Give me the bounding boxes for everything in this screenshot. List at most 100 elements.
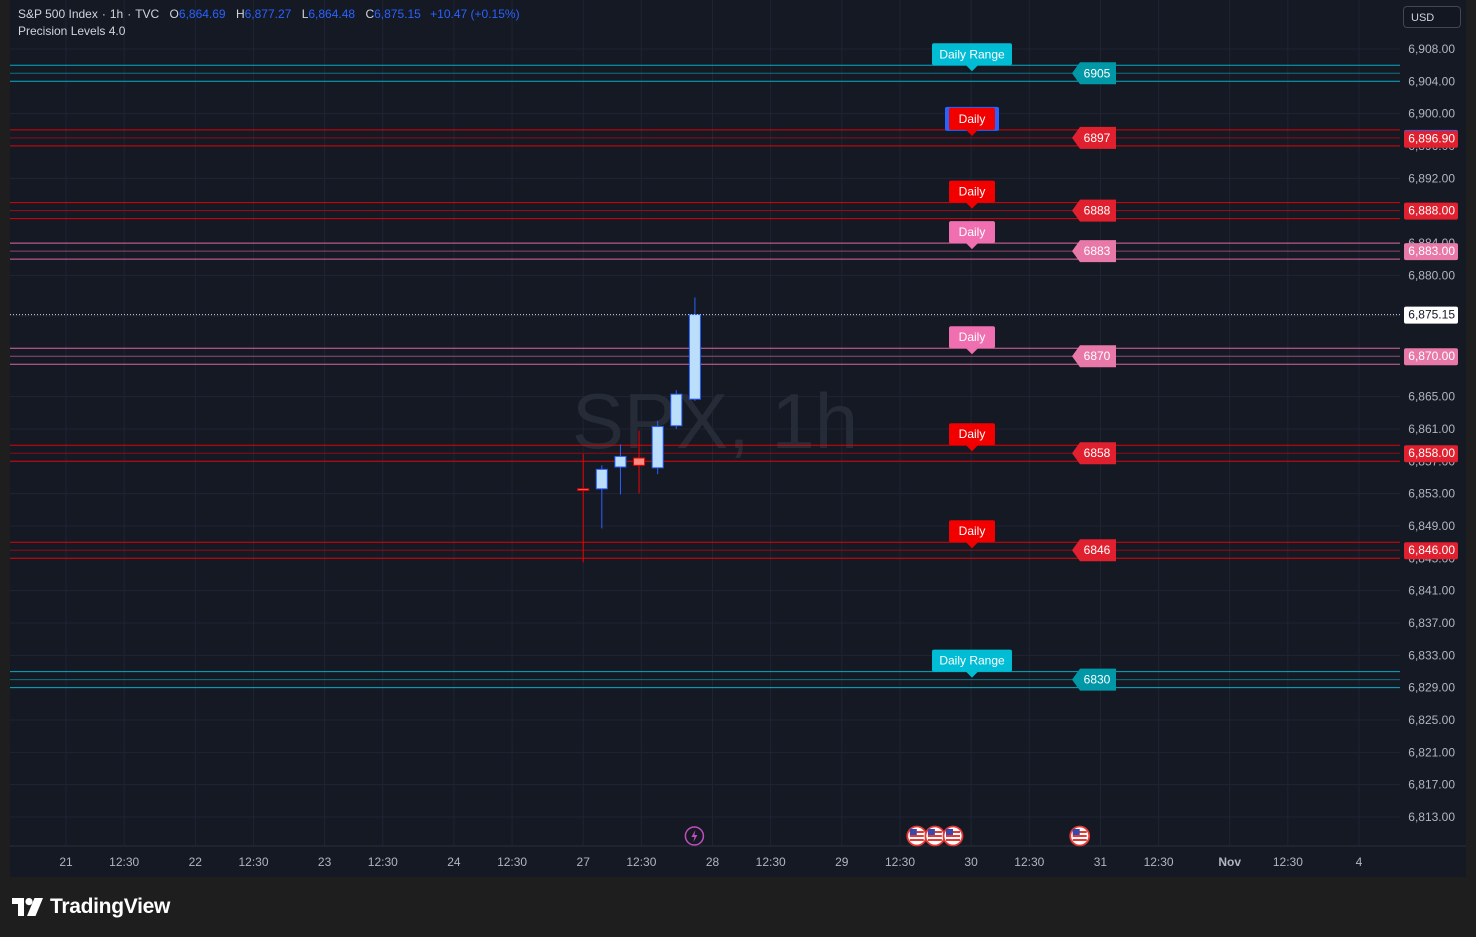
- price-tick-label: 6,892.00: [1408, 171, 1455, 185]
- price-tick-label: 6,900.00: [1408, 107, 1455, 121]
- price-tick-label: 6,853.00: [1408, 487, 1455, 501]
- ohlc-open-value: 6,864.69: [178, 7, 226, 21]
- level-tag-pointer: [966, 65, 978, 72]
- level-value-text: 6883: [1084, 244, 1111, 258]
- us-flag-icon: [1069, 825, 1091, 847]
- time-tick-label: 21: [59, 855, 73, 869]
- level-value-box: [1072, 442, 1116, 465]
- level-value-badge: 6858: [1072, 442, 1116, 465]
- level-tag-pointer: [966, 202, 978, 209]
- level-value-text: 6858: [1084, 446, 1111, 460]
- level-value-box: [1072, 62, 1116, 85]
- level-band: [10, 64, 1400, 82]
- level-band: [10, 347, 1400, 365]
- legend-separator: ·: [127, 7, 132, 21]
- price-badge-level-text: 6,888.00: [1408, 204, 1455, 218]
- time-tick-label: 12:30: [497, 855, 527, 869]
- price-badge-level: 6,846.00: [1404, 542, 1458, 560]
- indicator-name[interactable]: Precision Levels 4.0: [18, 24, 126, 38]
- level-tag: Daily: [949, 326, 995, 355]
- ohlc-close-value: 6,875.15: [374, 7, 421, 21]
- ohlc-high-key: H: [235, 7, 245, 21]
- level-value-text: 6905: [1084, 66, 1111, 80]
- time-tick-label: 12:30: [1144, 855, 1174, 869]
- price-change: +10.47 (+0.15%): [430, 7, 520, 21]
- time-tick-label: 28: [706, 855, 720, 869]
- tradingview-brand[interactable]: TradingView: [50, 895, 171, 918]
- chart-frame[interactable]: SPX, 1h Daily Range 6905 Daily 6897 Daily 6888…: [10, 0, 1466, 877]
- candle-body: [577, 488, 590, 491]
- tradingview-logo-icon[interactable]: [12, 898, 44, 916]
- candle-body: [595, 468, 608, 490]
- last-price-badge-text: 6,875.15: [1408, 308, 1455, 322]
- time-axis-ticks: 21 12:30 22 12:30 23 12:30 24 12:30 27 12:30 28 12:…: [59, 855, 1362, 869]
- time-tick-label: Nov: [1218, 855, 1241, 869]
- candle-body: [614, 455, 627, 468]
- time-tick-label: 27: [577, 855, 591, 869]
- level-band: [10, 242, 1400, 260]
- time-tick-label: 12:30: [238, 855, 268, 869]
- level-tag-box: [949, 520, 995, 543]
- level-tag-text: Daily Range: [939, 654, 1005, 668]
- footer: TradingView: [12, 893, 170, 921]
- level-tag-text: Daily: [959, 524, 986, 538]
- price-tick-label: 6,841.00: [1408, 584, 1455, 598]
- level-tag-pointer: [966, 243, 978, 250]
- price-tick-label: 6,904.00: [1408, 74, 1455, 88]
- price-badge-level-text: 6,870.00: [1408, 349, 1455, 363]
- candle: [614, 444, 627, 495]
- price-badge-level-text: 6,883.00: [1408, 244, 1455, 258]
- price-tick-label: 6,833.00: [1408, 648, 1455, 662]
- time-tick-label: 30: [964, 855, 978, 869]
- level-tag-pointer: [966, 445, 978, 452]
- precision-levels: [10, 64, 1400, 689]
- level-band: [10, 541, 1400, 559]
- price-badge-level-text: 6,858.00: [1408, 446, 1455, 460]
- interval-label[interactable]: 1h: [109, 7, 124, 21]
- symbol-name[interactable]: S&P 500 Index: [18, 7, 98, 21]
- candle: [670, 390, 683, 429]
- level-tag-pointer: [966, 671, 978, 678]
- us-flag-icon: [942, 825, 964, 847]
- level-tag: Daily: [949, 423, 995, 452]
- time-tick-label: 12:30: [756, 855, 786, 869]
- price-tick-label: 6,837.00: [1408, 616, 1455, 630]
- candles: [577, 297, 701, 563]
- time-tick-label: 12:30: [885, 855, 915, 869]
- price-tick-label: 6,849.00: [1408, 519, 1455, 533]
- exchange-label: TVC: [135, 7, 160, 21]
- level-tag-box: [949, 423, 995, 446]
- level-tag-text: Daily: [959, 112, 986, 126]
- candle-body: [651, 426, 664, 469]
- candle: [577, 454, 590, 563]
- time-tick-label: 12:30: [1014, 855, 1044, 869]
- legend-separator: ·: [101, 7, 106, 21]
- chart-svg[interactable]: SPX, 1h Daily Range 6905 Daily 6897 Daily 6888…: [10, 0, 1466, 877]
- time-tick-label: 12:30: [1273, 855, 1303, 869]
- level-value-badge: 6830: [1072, 668, 1116, 691]
- price-tick-label: 6,880.00: [1408, 268, 1455, 282]
- level-value-badge: 6870: [1072, 345, 1116, 368]
- level-tag-text: Daily: [959, 330, 986, 344]
- time-tick-label: 31: [1094, 855, 1108, 869]
- level-value-box: [1072, 199, 1116, 222]
- price-tick-label: 6,825.00: [1408, 713, 1455, 727]
- price-badge-level-box: [1404, 542, 1458, 560]
- level-tag: Daily: [949, 221, 995, 250]
- ohlc-close-key: C: [365, 7, 375, 21]
- level-tag: Daily: [945, 106, 999, 136]
- candle: [651, 420, 664, 475]
- level-value-box: [1072, 345, 1116, 368]
- time-tick-label: 4: [1356, 855, 1363, 869]
- price-tick-label: 6,817.00: [1408, 778, 1455, 792]
- level-value-box: [1072, 539, 1116, 562]
- level-tag-text: Daily Range: [939, 47, 1005, 61]
- level-value-box: [1072, 240, 1116, 263]
- currency-button[interactable]: USD: [1403, 6, 1461, 28]
- level-tag-box: [949, 221, 995, 244]
- level-tag-text: Daily: [959, 225, 986, 239]
- ohlc-open-key: O: [169, 7, 179, 21]
- time-tick-label: 29: [835, 855, 849, 869]
- level-tag-box: [949, 107, 995, 130]
- ohlc-low-key: L: [301, 7, 309, 21]
